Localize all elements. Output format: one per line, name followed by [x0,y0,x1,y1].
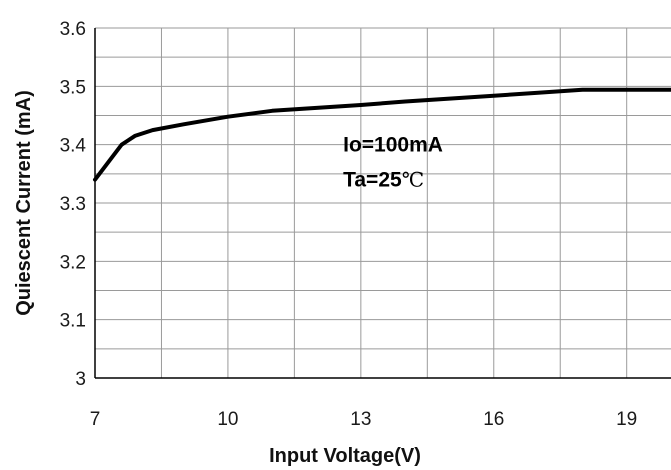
x-tick-label: 16 [483,409,504,430]
x-tick-label: 19 [616,409,637,430]
x-tick-label: 10 [217,409,238,430]
tick-labels: 3 3.1 3.2 3.3 3.4 3.5 3.6 7 10 13 16 19 [60,19,638,430]
y-tick-label: 3.1 [60,311,86,332]
y-tick-label: 3.3 [60,194,86,215]
annotation-unit: ℃ [402,168,424,192]
series-line [93,87,671,182]
annotations: Io=100mA Ta=25℃ [343,134,443,192]
y-tick-label: 3.5 [60,77,86,98]
grid [94,27,671,379]
axes [94,28,671,379]
series-layer [93,87,671,182]
y-axis-title: Quiescent Current (mA) [13,90,35,316]
y-tick-label: 3 [75,369,86,390]
y-tick-label: 3.6 [60,19,86,40]
x-axis-title: Input Voltage(V) [269,445,421,467]
y-tick-label: 3.2 [60,252,86,273]
annotation-label: Io=100mA [343,134,443,157]
x-tick-label: 13 [350,409,371,430]
y-tick-label: 3.4 [60,136,87,157]
x-tick-label: 7 [90,409,101,430]
annotation-label: Ta=25℃ [343,168,424,192]
